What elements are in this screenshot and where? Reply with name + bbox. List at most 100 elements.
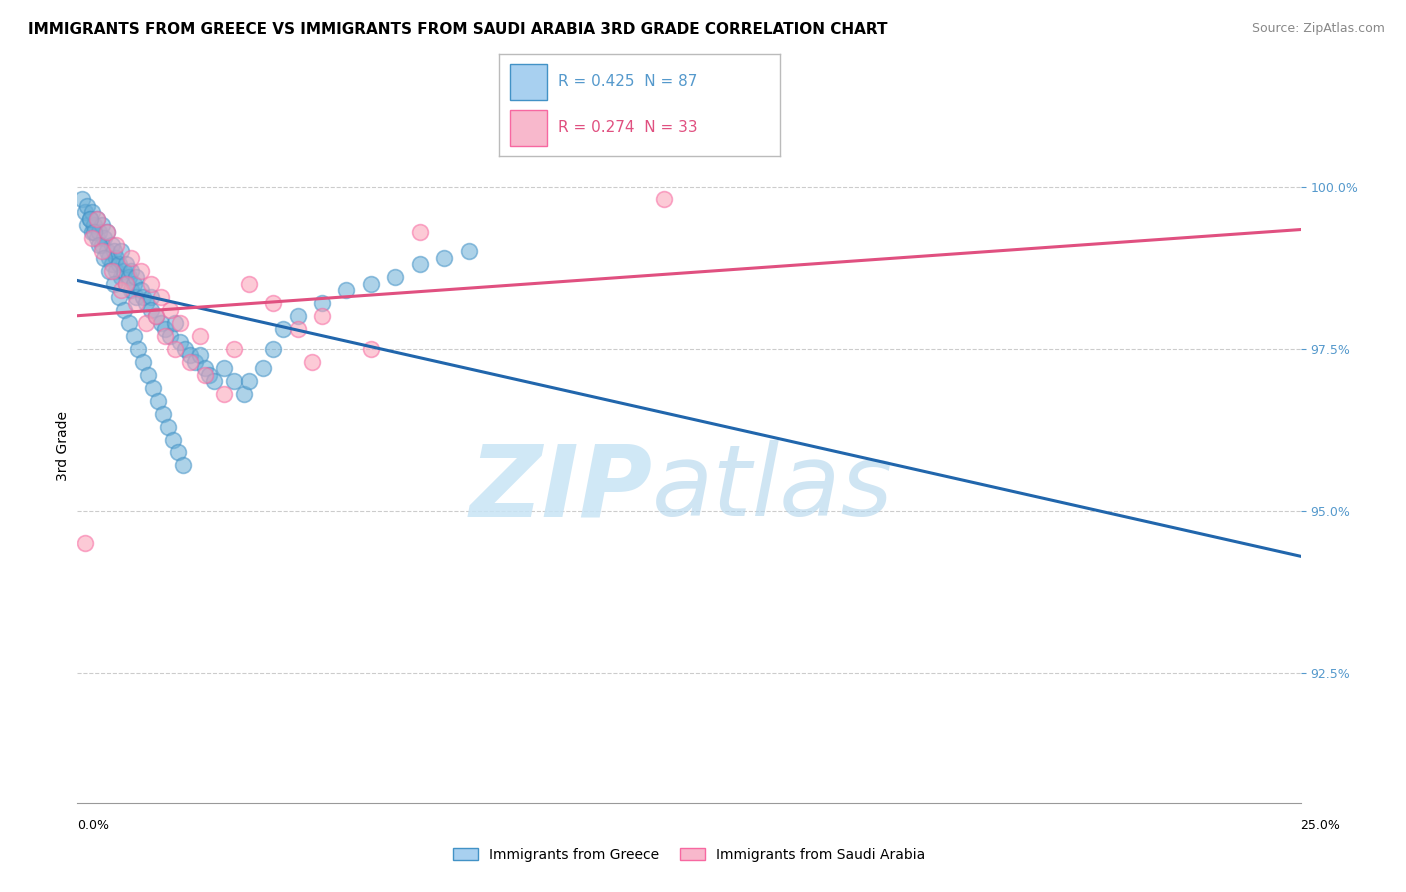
Point: [198, 368, 221, 382]
Point: [79, 211, 101, 226]
Point: [110, 270, 132, 285]
Point: [654, 193, 676, 207]
Point: [96, 225, 118, 239]
Text: R = 0.274  N = 33: R = 0.274 N = 33: [558, 120, 697, 136]
Point: [252, 361, 274, 376]
Point: [83, 219, 105, 233]
Point: [105, 238, 128, 252]
Point: [129, 283, 152, 297]
Point: [108, 257, 131, 271]
Point: [118, 270, 141, 285]
Point: [360, 277, 382, 291]
Y-axis label: 3rd Grade: 3rd Grade: [56, 411, 70, 481]
Point: [76, 219, 98, 233]
Point: [301, 354, 323, 368]
Text: Source: ZipAtlas.com: Source: ZipAtlas.com: [1251, 22, 1385, 36]
Point: [125, 290, 148, 304]
Point: [238, 374, 260, 388]
Point: [165, 342, 187, 356]
Point: [120, 251, 142, 265]
Point: [105, 264, 128, 278]
Point: [179, 348, 201, 362]
Point: [96, 225, 118, 239]
Point: [98, 251, 121, 265]
Point: [80, 231, 103, 245]
Point: [79, 211, 101, 226]
Point: [129, 264, 152, 278]
Point: [169, 335, 191, 350]
Point: [135, 316, 157, 330]
Point: [132, 354, 155, 368]
Point: [457, 244, 479, 259]
Point: [80, 205, 103, 219]
Point: [188, 348, 211, 362]
Text: 0.0%: 0.0%: [77, 819, 110, 831]
Point: [311, 296, 333, 310]
Point: [80, 225, 103, 239]
Point: [118, 316, 141, 330]
Point: [409, 257, 432, 271]
Point: [86, 231, 108, 245]
Point: [89, 225, 111, 239]
Text: R = 0.425  N = 87: R = 0.425 N = 87: [558, 74, 697, 89]
Point: [76, 199, 98, 213]
Point: [409, 225, 432, 239]
Point: [100, 264, 122, 278]
Point: [108, 290, 131, 304]
Point: [103, 277, 125, 291]
Point: [73, 205, 96, 219]
Point: [142, 381, 165, 395]
Text: atlas: atlas: [652, 441, 894, 537]
Point: [120, 283, 142, 297]
Point: [149, 290, 172, 304]
Point: [145, 310, 167, 324]
Point: [86, 211, 108, 226]
Point: [271, 322, 294, 336]
Point: [172, 458, 194, 473]
Point: [110, 244, 132, 259]
Point: [90, 238, 112, 252]
Point: [145, 310, 167, 324]
Point: [311, 310, 333, 324]
Point: [103, 244, 125, 259]
Point: [139, 277, 162, 291]
Point: [287, 310, 309, 324]
Text: IMMIGRANTS FROM GREECE VS IMMIGRANTS FROM SAUDI ARABIA 3RD GRADE CORRELATION CHA: IMMIGRANTS FROM GREECE VS IMMIGRANTS FRO…: [28, 22, 887, 37]
Point: [98, 264, 121, 278]
Point: [96, 244, 118, 259]
Legend: Immigrants from Greece, Immigrants from Saudi Arabia: Immigrants from Greece, Immigrants from …: [447, 842, 931, 867]
Point: [179, 354, 201, 368]
Text: 25.0%: 25.0%: [1301, 819, 1340, 831]
Point: [100, 257, 122, 271]
Point: [115, 277, 138, 291]
Point: [149, 316, 172, 330]
Point: [212, 361, 235, 376]
Point: [132, 290, 155, 304]
Point: [93, 231, 115, 245]
Point: [115, 277, 138, 291]
Point: [166, 445, 188, 459]
Point: [222, 374, 245, 388]
Point: [287, 322, 309, 336]
Point: [159, 302, 181, 317]
Point: [169, 316, 191, 330]
Point: [152, 407, 174, 421]
Point: [174, 342, 197, 356]
Point: [136, 368, 159, 382]
Point: [115, 257, 138, 271]
Point: [162, 433, 184, 447]
Point: [262, 296, 284, 310]
Point: [83, 225, 105, 239]
Point: [90, 219, 112, 233]
Point: [139, 302, 162, 317]
Point: [86, 211, 108, 226]
Point: [360, 342, 382, 356]
Point: [159, 328, 181, 343]
Point: [188, 328, 211, 343]
Point: [335, 283, 357, 297]
Point: [212, 387, 235, 401]
Point: [122, 277, 145, 291]
Bar: [510, 64, 547, 100]
Point: [156, 419, 179, 434]
Point: [193, 361, 215, 376]
